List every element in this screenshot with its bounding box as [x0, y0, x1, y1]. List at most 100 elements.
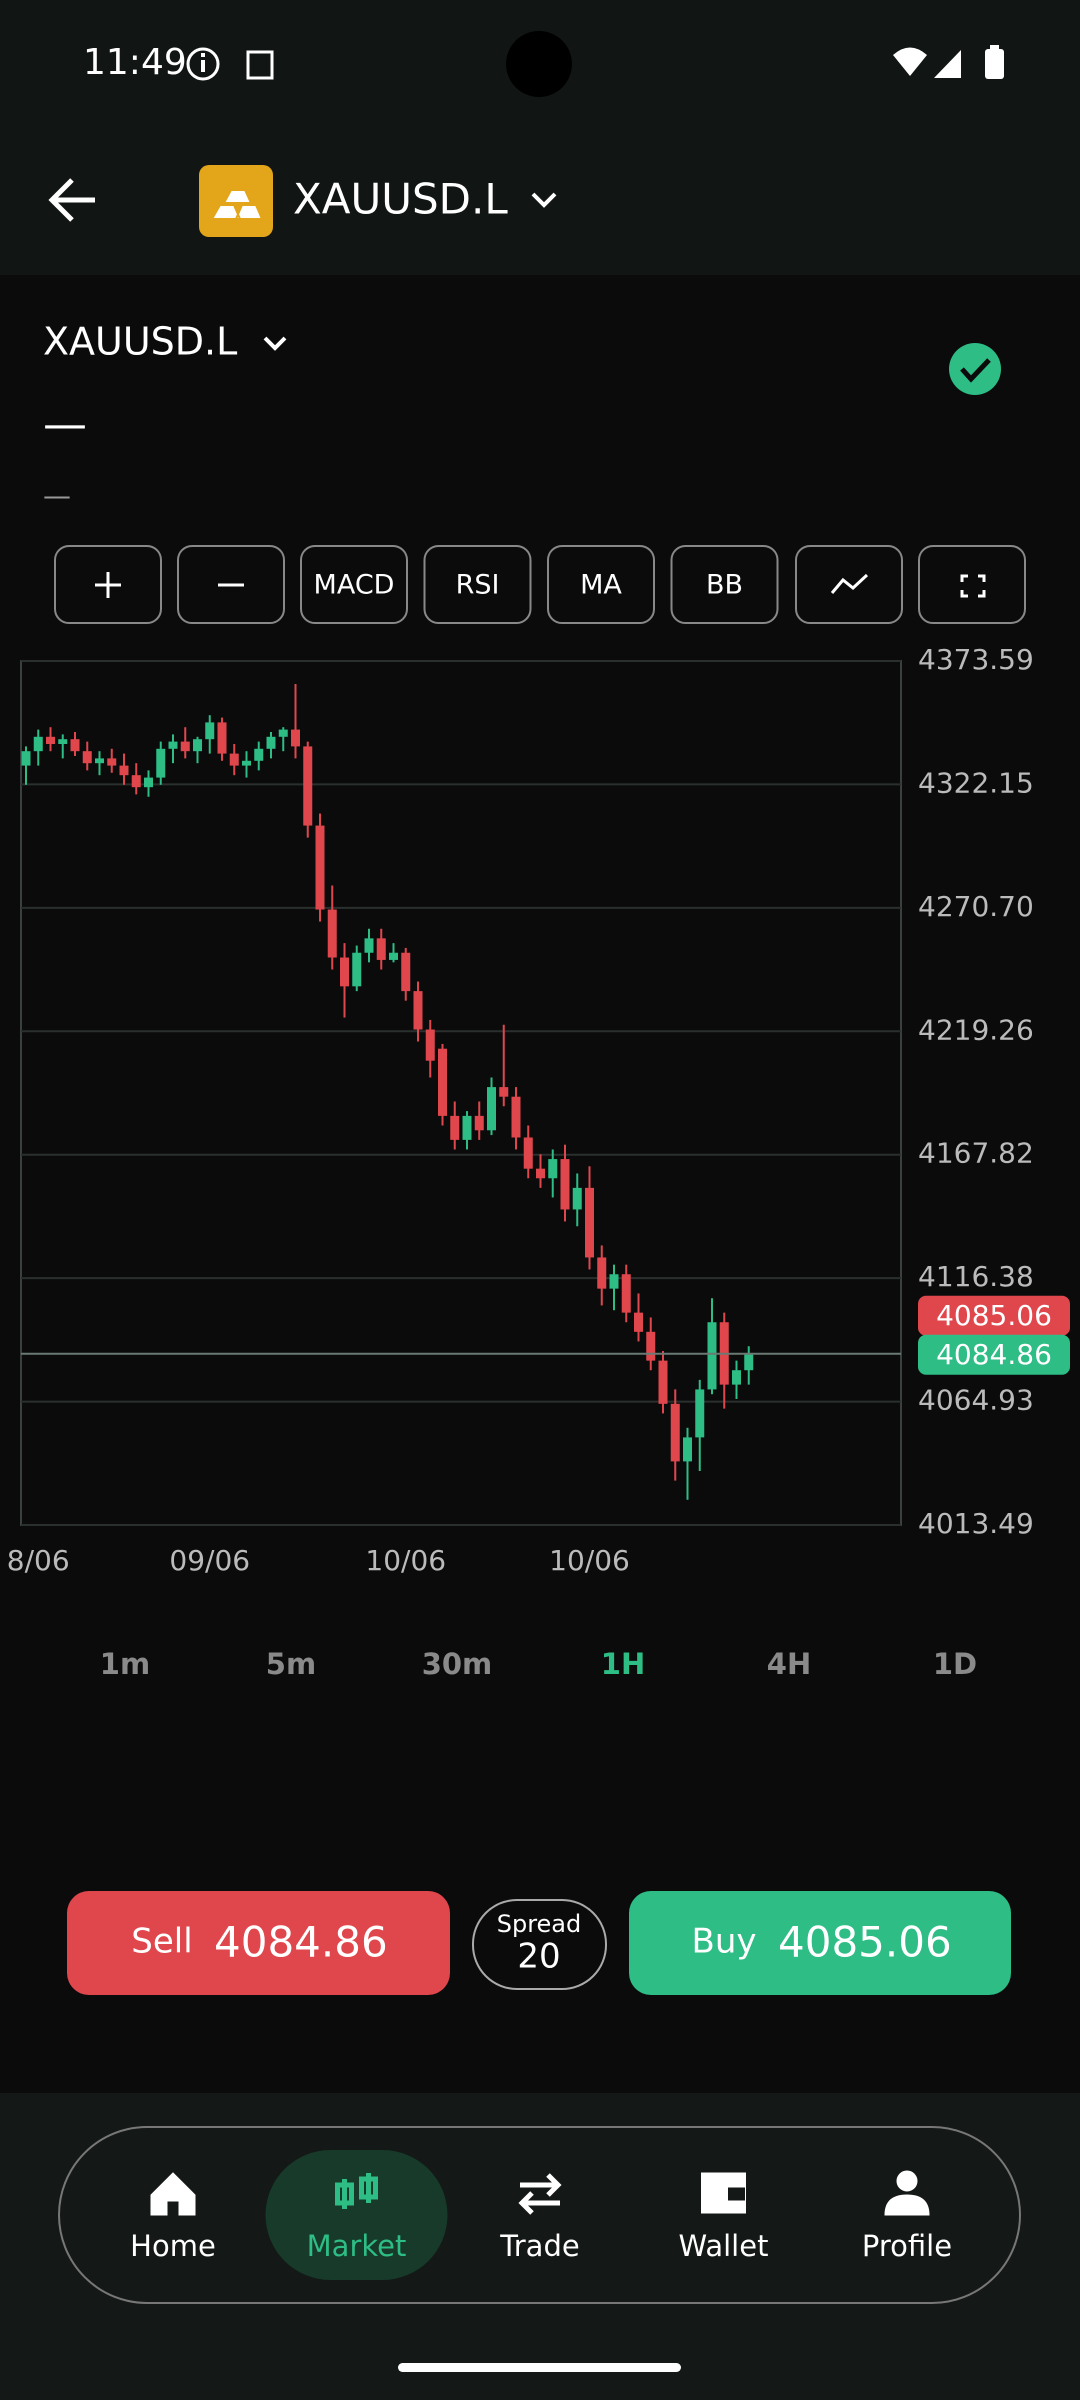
candle-body	[621, 1274, 631, 1313]
bid-tag	[918, 1334, 1070, 1375]
candle-body	[33, 736, 43, 752]
nav-active-bg	[265, 2150, 448, 2280]
button-label: MACD	[314, 570, 395, 601]
nav-label: Profile	[862, 2229, 952, 2263]
y-tick-label: 4167.82	[918, 1137, 1034, 1170]
candle-body	[217, 722, 227, 754]
candle-body	[585, 1187, 594, 1258]
candle-body	[695, 1389, 705, 1438]
y-tick-label: 4013.49	[918, 1507, 1034, 1540]
back-button[interactable]	[48, 178, 95, 222]
nav-icon	[884, 2170, 930, 2216]
candle-body	[683, 1437, 692, 1462]
zoom-in-button[interactable]	[54, 545, 162, 624]
candle-body	[291, 729, 300, 747]
zoom-out-button[interactable]	[177, 545, 285, 624]
bid-tag-label: 4084.86	[936, 1338, 1052, 1371]
candle-body	[487, 1087, 496, 1131]
instrument-change: —	[43, 479, 71, 512]
button-frame	[423, 545, 532, 624]
candle-body	[21, 751, 31, 766]
candle-body	[278, 729, 288, 737]
status-time: 11:49	[83, 42, 187, 83]
candle-body	[107, 758, 117, 766]
header-dropdown[interactable]	[531, 192, 557, 208]
button-frame	[670, 545, 779, 624]
x-tick-label: 10/06	[365, 1544, 446, 1577]
button-label: MA	[580, 570, 622, 601]
candle-body	[499, 1087, 509, 1097]
candle-body	[609, 1274, 619, 1289]
x-tick-label: 8/06	[7, 1544, 70, 1577]
button-label: BB	[706, 570, 743, 601]
y-tick-label: 4270.70	[918, 890, 1034, 923]
candle-body	[131, 775, 141, 788]
timeframe-button[interactable]: 1H	[601, 1647, 645, 1681]
status-icons	[186, 31, 1004, 97]
buy-button[interactable]: Buy 4085.06	[629, 1891, 1011, 1995]
nav: Home Market Trade Wallet Profile	[130, 2150, 952, 2280]
candle-body	[46, 736, 55, 744]
candle-body	[119, 765, 129, 776]
header-symbol[interactable]: XAUUSD.L	[293, 175, 508, 224]
y-tick-label: 4219.26	[918, 1013, 1034, 1046]
candle-body	[474, 1115, 484, 1131]
symbol-icon	[199, 165, 273, 237]
x-tick-label: 10/06	[549, 1544, 630, 1577]
line-chart-button[interactable]	[795, 545, 903, 624]
candle-body	[327, 909, 337, 958]
candle-body	[511, 1096, 521, 1138]
status-check	[949, 343, 1001, 395]
candle-body	[670, 1403, 680, 1462]
spread-value: 20	[517, 1937, 560, 1977]
candle-body	[193, 739, 202, 752]
buy-price: 4085.06	[778, 1918, 952, 1967]
candle-body	[560, 1159, 570, 1210]
timeframe-button[interactable]: 30m	[422, 1647, 493, 1681]
candle-body	[536, 1168, 545, 1179]
indicator-button[interactable]: BB	[670, 545, 779, 624]
candle-body	[168, 741, 178, 749]
indicator-button[interactable]: MACD	[300, 545, 408, 624]
nav-item[interactable]: Profile	[862, 2170, 952, 2263]
candle-body	[413, 991, 423, 1030]
instrument-symbol[interactable]: XAUUSD.L	[43, 320, 237, 364]
bottom-area	[0, 2093, 1080, 2400]
candle-body	[634, 1312, 643, 1332]
candle-body	[658, 1360, 668, 1404]
nav-item[interactable]: Wallet	[679, 2172, 769, 2263]
candle-body	[450, 1115, 460, 1140]
nav-item[interactable]: Market	[265, 2150, 448, 2280]
nav-item[interactable]: Home	[130, 2172, 216, 2263]
fullscreen-button[interactable]	[918, 545, 1026, 624]
nav-label: Trade	[499, 2229, 579, 2263]
candle-body	[401, 952, 411, 992]
home-indicator	[398, 2363, 681, 2372]
candle-body	[744, 1353, 754, 1371]
candle-body	[572, 1187, 582, 1210]
instrument-dropdown[interactable]	[263, 336, 287, 351]
nav-icon	[335, 2173, 378, 2209]
candle-body	[254, 748, 264, 761]
candle-body	[438, 1048, 447, 1116]
nav-item[interactable]: Trade	[499, 2173, 580, 2263]
candle-body	[58, 739, 68, 744]
timeframe-button[interactable]: 1m	[100, 1647, 150, 1681]
y-tick-label: 4064.93	[918, 1384, 1034, 1417]
candle-body	[523, 1137, 533, 1169]
candle-body	[376, 938, 386, 960]
spread-label: Spread	[497, 1910, 582, 1938]
indicator-button[interactable]: RSI	[423, 545, 532, 624]
timeframe-button[interactable]: 4H	[767, 1647, 811, 1681]
sell-label: Sell	[131, 1922, 192, 1962]
timeframe-button[interactable]: 5m	[266, 1647, 316, 1681]
candle-body	[707, 1322, 717, 1390]
candle-body	[548, 1159, 558, 1179]
indicator-button[interactable]: MA	[547, 545, 655, 624]
sell-button[interactable]: Sell 4084.86	[67, 1891, 450, 1995]
candle-body	[364, 938, 374, 953]
candle-body	[315, 825, 325, 910]
timeframe-button[interactable]: 1D	[933, 1647, 977, 1681]
y-tick-label: 4322.15	[918, 766, 1034, 799]
